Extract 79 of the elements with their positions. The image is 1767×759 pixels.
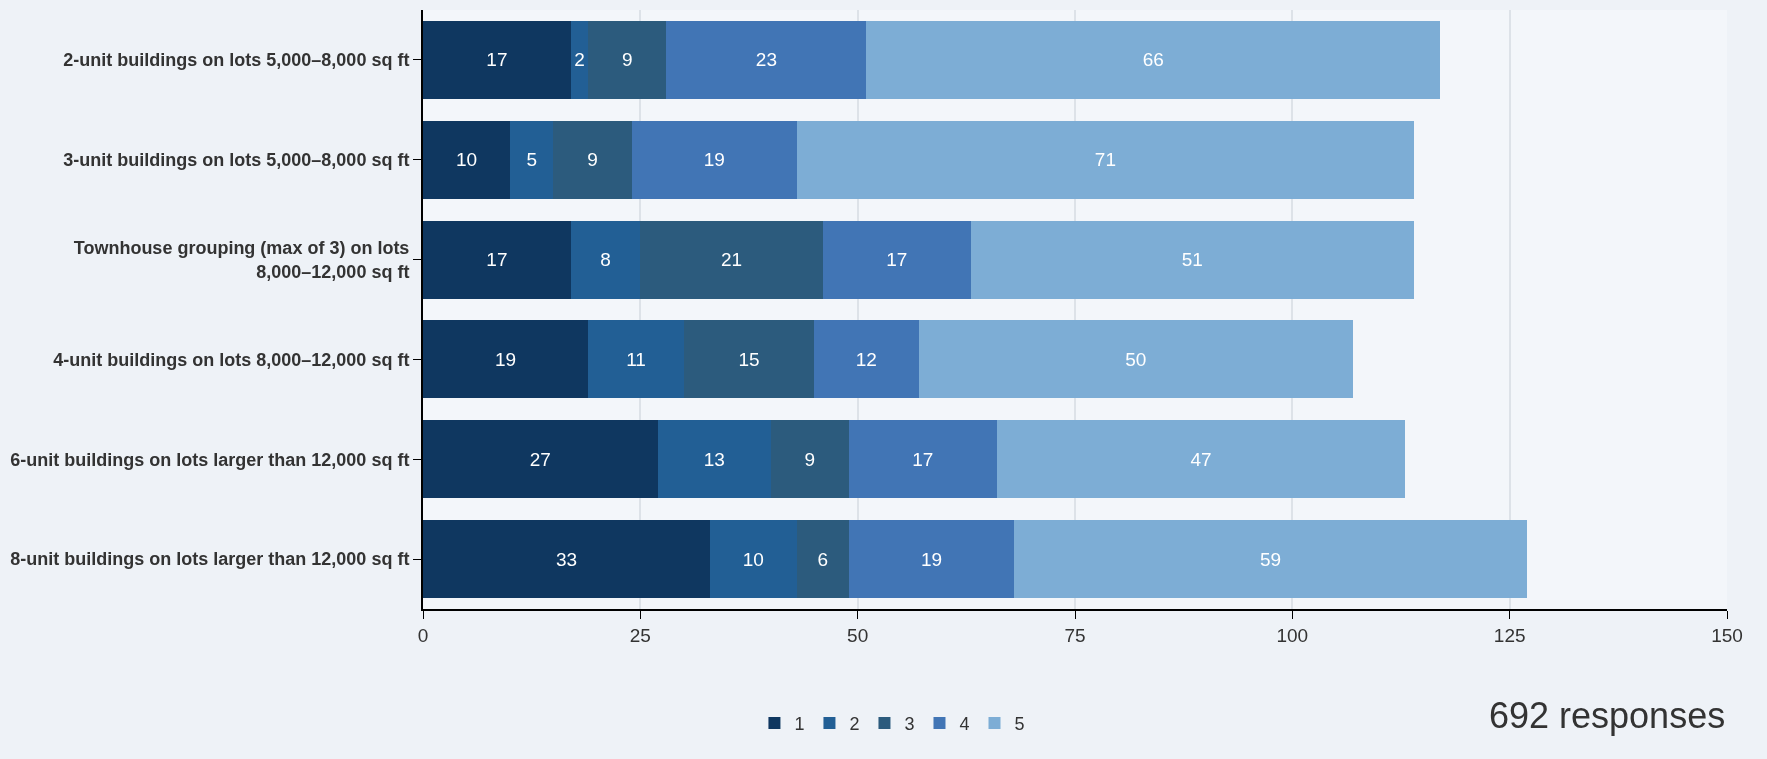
data-label: 66 (1142, 49, 1164, 71)
legend-label: 1 (794, 714, 805, 735)
bar (570, 220, 641, 299)
data-label: 47 (1190, 448, 1212, 470)
data-label: 19 (495, 348, 517, 370)
data-label: 19 (920, 548, 943, 570)
data-label: 11 (626, 348, 646, 370)
bar (423, 220, 571, 299)
data-label: 27 (529, 448, 551, 470)
x-tick-label: 25 (629, 624, 651, 646)
data-label: 13 (703, 448, 725, 470)
bar (423, 320, 589, 399)
data-label: 5 (526, 149, 537, 171)
bar (423, 120, 510, 199)
y-tick-label: 6-unit buildings on lots larger than 12,000 sq ft (10, 449, 410, 470)
y-tick-label: 2-unit buildings on lots 5,000–8,000 sq ft (63, 50, 410, 71)
data-label: 59 (1260, 548, 1282, 570)
data-label: 12 (855, 348, 877, 370)
bar (423, 420, 658, 499)
data-label: 33 (555, 548, 578, 570)
bar (848, 420, 997, 499)
data-label: 21 (721, 249, 743, 271)
legend-label: 3 (904, 714, 915, 735)
bar (822, 220, 971, 299)
x-tick-label: 50 (847, 624, 869, 646)
bar (509, 120, 554, 199)
bar (970, 220, 1415, 299)
bar (814, 320, 919, 399)
bar (588, 320, 684, 399)
bar (570, 20, 589, 99)
bar (666, 20, 867, 99)
y-tick-label: 8-unit buildings on lots larger than 12,000 sq ft (10, 549, 410, 570)
bar (631, 120, 797, 199)
bar (683, 320, 815, 399)
data-label: 19 (703, 149, 725, 171)
data-label: 2 (574, 49, 585, 71)
data-label: 23 (755, 49, 777, 71)
bar (996, 420, 1406, 499)
bar (866, 20, 1441, 99)
data-label: 9 (622, 49, 633, 71)
y-tick-label: 4-unit buildings on lots 8,000–12,000 sq ft (53, 349, 410, 370)
bar (423, 20, 571, 99)
data-label: 51 (1181, 249, 1203, 271)
data-label: 6 (817, 548, 829, 570)
data-label: 71 (1094, 149, 1116, 171)
data-label: 15 (738, 348, 760, 370)
bar (588, 20, 667, 99)
data-label: 10 (742, 548, 764, 570)
bar (796, 520, 849, 599)
bar (423, 520, 710, 599)
x-tick-label: 75 (1064, 624, 1086, 646)
data-label: 17 (886, 249, 908, 271)
x-tick-label: 150 (1711, 624, 1743, 646)
data-label: 10 (455, 149, 478, 171)
data-label: 17 (912, 448, 934, 470)
y-tick-label: 3-unit buildings on lots 5,000–8,000 sq ft (63, 150, 410, 171)
bar (709, 520, 797, 599)
bar (657, 420, 771, 499)
x-tick-label: 100 (1276, 624, 1309, 646)
legend-label: 4 (959, 714, 970, 735)
bar (1014, 520, 1528, 599)
bar (553, 120, 632, 199)
data-label: 9 (804, 448, 816, 470)
data-label: 17 (486, 49, 508, 71)
bar (918, 320, 1354, 399)
data-label: 17 (486, 249, 508, 271)
x-tick-label: 0 (417, 624, 429, 646)
x-tick-label: 125 (1493, 624, 1526, 646)
bar (796, 120, 1415, 199)
bar (640, 220, 823, 299)
legend-label: 2 (849, 714, 860, 735)
data-label: 50 (1125, 348, 1147, 370)
data-label: 9 (587, 149, 598, 171)
bar (848, 520, 1015, 599)
text: 692 responses (1489, 695, 1726, 736)
y-tick-label: Townhouse grouping (max of 3) on lots 8,000–12,000 sq ft (73, 238, 410, 282)
legend-label: 5 (1014, 714, 1025, 735)
data-label: 8 (600, 249, 611, 271)
bar (770, 420, 849, 499)
